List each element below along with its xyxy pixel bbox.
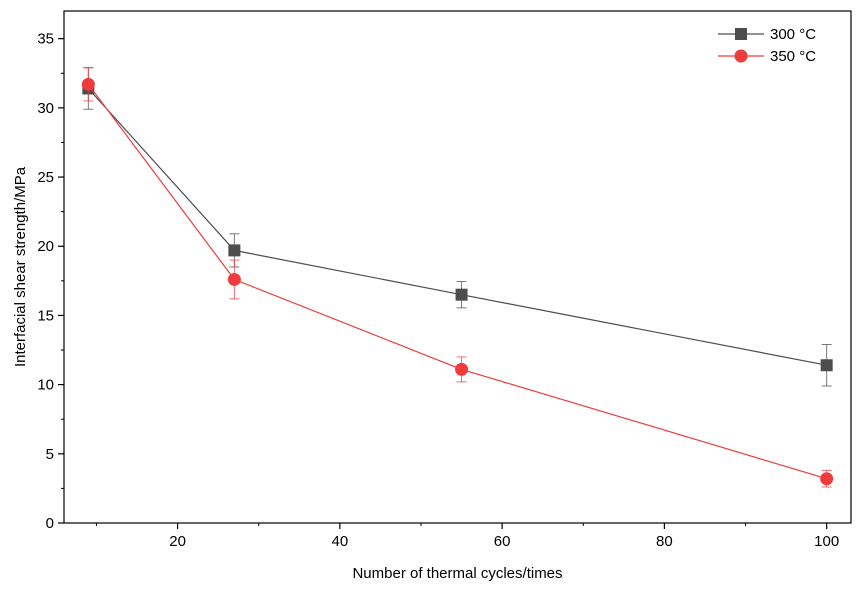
x-axis: 20 40 60 80 100 [95,523,839,550]
y-tick-label: 25 [37,169,54,186]
data-point [455,362,469,376]
series-line [87,88,827,366]
x-tick-label: 100 [814,533,839,550]
x-tick-label: 20 [169,533,186,550]
legend-marker [734,49,748,63]
plot-frame [63,10,852,524]
legend-label: 300 °C [770,26,816,43]
data-point [820,359,833,372]
legend-label: 350 °C [770,48,816,65]
legend-marker [735,28,747,40]
x-tick-label: 60 [494,533,511,550]
legend: 300 °C 350 °C [718,26,816,65]
series-layer [81,67,834,488]
y-tick-label: 0 [46,515,54,532]
x-tick-label: 80 [656,533,673,550]
y-axis-title: Interfacial shear strength/MPa [12,166,29,367]
y-tick-label: 35 [37,31,54,48]
data-point [81,77,95,91]
y-axis: 0 5 10 15 20 25 30 35 [37,31,64,532]
data-point [228,244,241,257]
series-line [87,83,827,480]
x-axis-title: Number of thermal cycles/times [352,565,562,582]
legend-item: 350 °C [718,48,816,65]
legend-item: 300 °C [718,26,816,43]
data-point [455,288,468,301]
y-tick-label: 10 [37,377,54,394]
y-tick-label: 30 [37,100,54,117]
data-point [820,472,834,486]
x-tick-label: 40 [332,533,349,550]
series-1 [81,67,834,488]
data-point [227,272,241,286]
y-tick-label: 15 [37,307,54,324]
y-tick-label: 20 [37,238,54,255]
y-tick-label: 5 [46,446,54,463]
